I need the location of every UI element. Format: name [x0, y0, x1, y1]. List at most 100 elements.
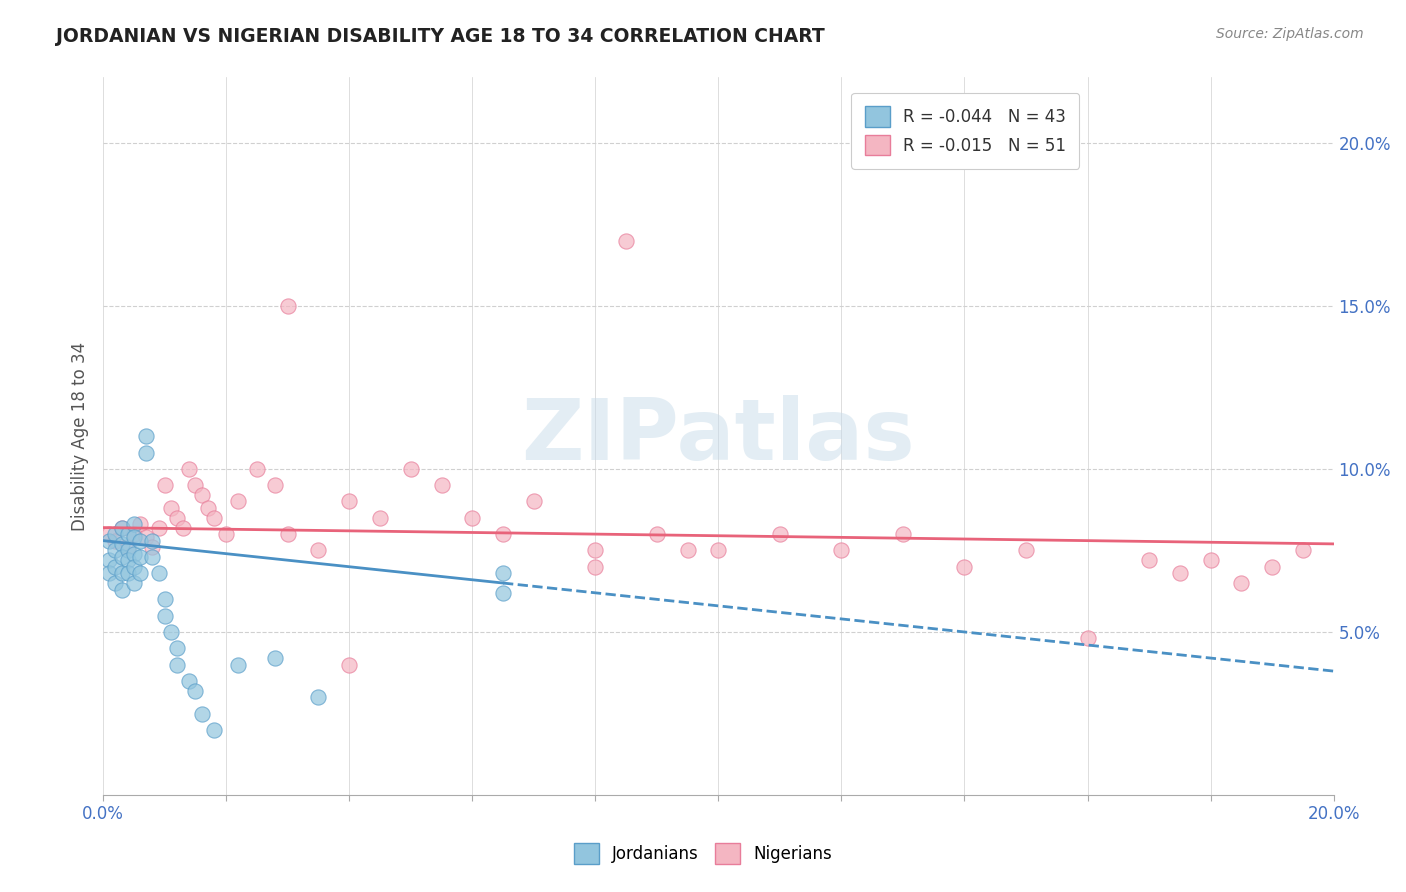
Point: [104, 527, 127, 541]
Point: [117, 553, 139, 567]
Point: [122, 559, 145, 574]
Point: [135, 530, 157, 544]
Point: [215, 527, 238, 541]
Point: [148, 566, 170, 581]
Point: [172, 520, 194, 534]
Point: [583, 559, 606, 574]
Point: [104, 559, 127, 574]
Point: [166, 510, 188, 524]
Point: [129, 566, 152, 581]
Point: [184, 683, 207, 698]
Point: [129, 533, 152, 548]
Y-axis label: Disability Age 18 to 34: Disability Age 18 to 34: [72, 342, 89, 531]
Point: [277, 527, 299, 541]
Text: JORDANIAN VS NIGERIAN DISABILITY AGE 18 TO 34 CORRELATION CHART: JORDANIAN VS NIGERIAN DISABILITY AGE 18 …: [56, 27, 825, 45]
Point: [1137, 553, 1160, 567]
Point: [1261, 559, 1284, 574]
Point: [117, 527, 139, 541]
Point: [676, 543, 699, 558]
Point: [141, 540, 163, 554]
Point: [368, 510, 391, 524]
Point: [98, 527, 121, 541]
Point: [523, 494, 546, 508]
Point: [202, 510, 225, 524]
Point: [190, 488, 212, 502]
Point: [135, 445, 157, 459]
Point: [110, 566, 132, 581]
Point: [104, 533, 127, 548]
Point: [122, 530, 145, 544]
Point: [891, 527, 914, 541]
Point: [953, 559, 976, 574]
Point: [110, 549, 132, 564]
Point: [117, 540, 139, 554]
Point: [337, 494, 360, 508]
Point: [166, 657, 188, 672]
Point: [122, 527, 145, 541]
Point: [122, 517, 145, 532]
Point: [98, 553, 121, 567]
Point: [769, 527, 792, 541]
Point: [1076, 632, 1098, 646]
Point: [184, 478, 207, 492]
Point: [141, 533, 163, 548]
Point: [1230, 576, 1253, 591]
Legend: R = -0.044   N = 43, R = -0.015   N = 51: R = -0.044 N = 43, R = -0.015 N = 51: [851, 93, 1080, 169]
Point: [122, 576, 145, 591]
Point: [1168, 566, 1191, 581]
Point: [98, 533, 121, 548]
Text: Source: ZipAtlas.com: Source: ZipAtlas.com: [1216, 27, 1364, 41]
Point: [129, 549, 152, 564]
Point: [492, 527, 515, 541]
Legend: Jordanians, Nigerians: Jordanians, Nigerians: [567, 837, 839, 871]
Point: [830, 543, 852, 558]
Point: [645, 527, 668, 541]
Point: [117, 566, 139, 581]
Point: [264, 478, 287, 492]
Point: [179, 673, 201, 688]
Point: [228, 657, 250, 672]
Point: [197, 501, 219, 516]
Point: [129, 517, 152, 532]
Point: [1015, 543, 1038, 558]
Point: [153, 478, 176, 492]
Point: [104, 543, 127, 558]
Point: [98, 566, 121, 581]
Point: [141, 549, 163, 564]
Point: [492, 566, 515, 581]
Point: [190, 706, 212, 721]
Point: [614, 234, 637, 248]
Point: [308, 543, 330, 558]
Point: [135, 429, 157, 443]
Point: [228, 494, 250, 508]
Point: [399, 462, 422, 476]
Point: [104, 576, 127, 591]
Point: [246, 462, 269, 476]
Point: [202, 723, 225, 737]
Point: [122, 547, 145, 561]
Point: [337, 657, 360, 672]
Point: [117, 543, 139, 558]
Point: [159, 501, 181, 516]
Text: ZIPatlas: ZIPatlas: [522, 395, 915, 478]
Point: [308, 690, 330, 705]
Point: [110, 582, 132, 597]
Point: [492, 586, 515, 600]
Point: [110, 537, 132, 551]
Point: [179, 462, 201, 476]
Point: [277, 299, 299, 313]
Point: [707, 543, 730, 558]
Point: [430, 478, 453, 492]
Point: [159, 624, 181, 639]
Point: [1199, 553, 1222, 567]
Point: [1292, 543, 1315, 558]
Point: [153, 592, 176, 607]
Point: [166, 641, 188, 656]
Point: [583, 543, 606, 558]
Point: [153, 608, 176, 623]
Point: [148, 520, 170, 534]
Point: [461, 510, 484, 524]
Point: [110, 520, 132, 534]
Point: [110, 520, 132, 534]
Point: [264, 651, 287, 665]
